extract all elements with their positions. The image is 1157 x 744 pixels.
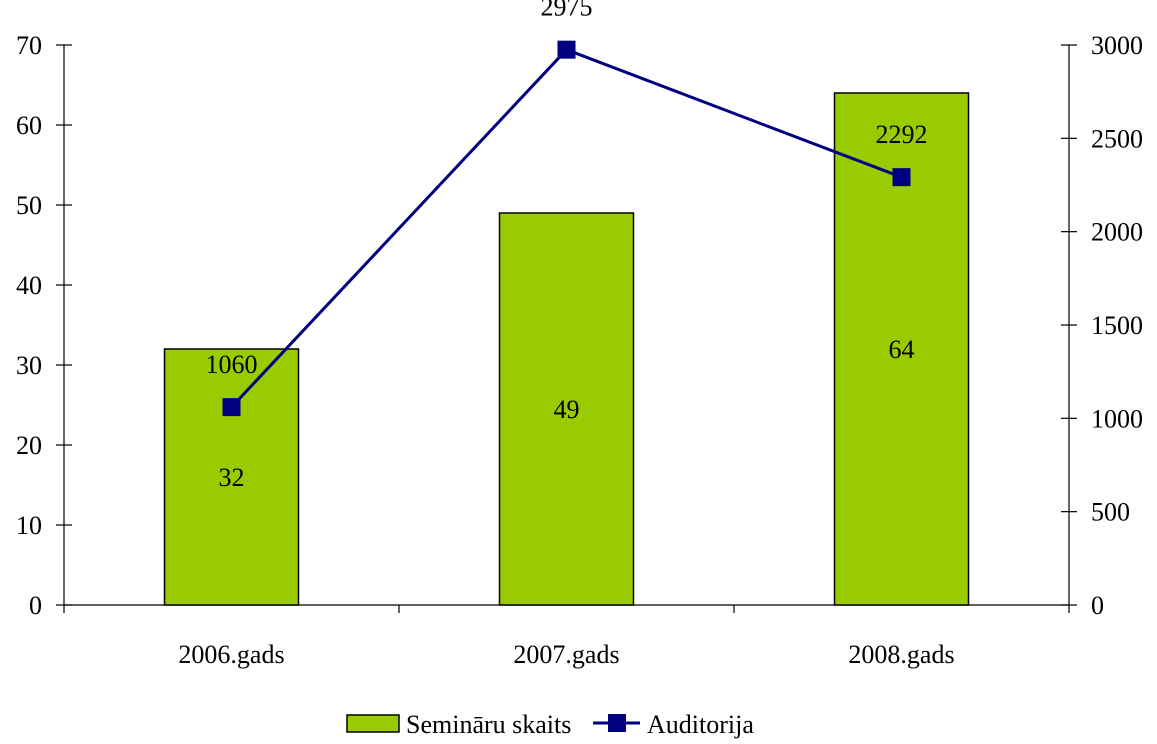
legend-label-seminaru: Semināru skaits: [406, 710, 571, 739]
line-data-label: 1060: [206, 350, 258, 379]
x-tick-label: 2008.gads: [848, 640, 954, 669]
y-left-tick-label: 0: [29, 591, 42, 620]
y-right-tick-label: 500: [1091, 498, 1130, 527]
y-left-tick-label: 50: [16, 191, 42, 220]
y-left-tick-label: 60: [16, 111, 42, 140]
y-left-tick-label: 10: [16, 511, 42, 540]
bar: [163, 348, 300, 606]
y-left-tick-label: 20: [16, 431, 42, 460]
axes: 0 10 20 30 40 50 60 70 0 500 1000 1500 2000 2500 3000 2…: [16, 31, 1143, 669]
x-tick-label: 2007.gads: [513, 640, 619, 669]
y-right-tick-label: 2500: [1091, 124, 1143, 153]
bar-data-label: 49: [554, 395, 580, 424]
line-marker: [892, 168, 911, 187]
y-left-tick-label: 30: [16, 351, 42, 380]
y-right-tick-label: 1500: [1091, 311, 1143, 340]
y-left-tick-label: 70: [16, 31, 42, 60]
y-right-tick-label: 1000: [1091, 404, 1143, 433]
bar-data-label: 64: [889, 335, 915, 364]
line-marker: [222, 398, 241, 417]
bar-data-label: 32: [219, 463, 245, 492]
bar: [498, 212, 635, 606]
line-series: [222, 40, 911, 417]
line-data-label: 2975: [541, 0, 593, 22]
y-right-tick-label: 0: [1091, 591, 1104, 620]
line-data-label: 2292: [876, 120, 928, 149]
legend-marker-auditorija: [608, 714, 626, 732]
line-marker: [557, 40, 576, 59]
legend-label-auditorija: Auditorija: [647, 710, 754, 739]
data-labels: 32 49 64 1060 2975 2292: [206, 0, 928, 492]
legend: Semināru skaits Auditorija: [346, 710, 754, 739]
y-right-tick-label: 2000: [1091, 218, 1143, 247]
x-tick-label: 2006.gads: [178, 640, 284, 669]
legend-swatch-seminaru: [346, 714, 400, 733]
y-left-tick-label: 40: [16, 271, 42, 300]
y-right-tick-label: 3000: [1091, 31, 1143, 60]
